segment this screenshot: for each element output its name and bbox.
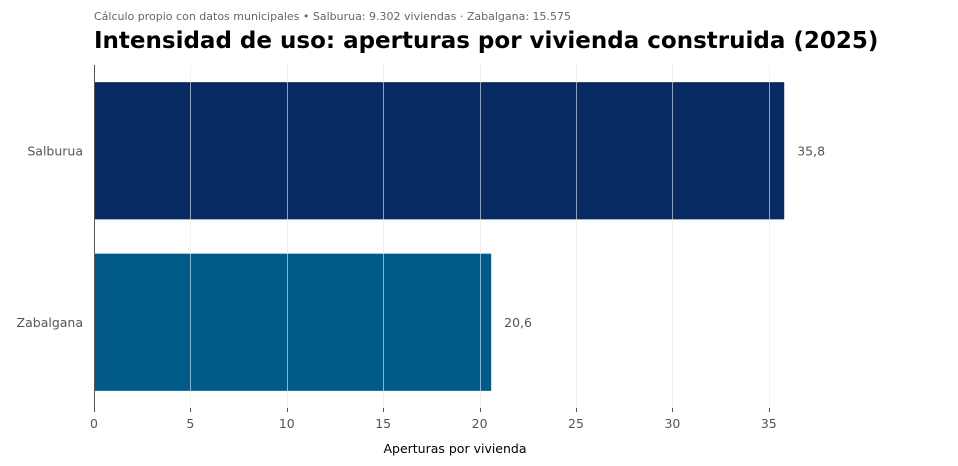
x-tick-label: 5 (186, 416, 194, 431)
value-labels: 35,8 20,6 (504, 143, 825, 330)
x-tick-label: 20 (472, 416, 488, 431)
chart-subtitle: Cálculo propio con datos municipales • S… (94, 10, 571, 23)
value-label-zabalgana: 20,6 (504, 315, 532, 330)
chart-title: Intensidad de uso: aperturas por viviend… (94, 28, 878, 54)
x-tick-label: 35 (761, 416, 777, 431)
x-tick-label: 15 (375, 416, 391, 431)
x-tick-label: 30 (664, 416, 680, 431)
x-axis-ticks: 0 5 10 15 20 25 30 35 (90, 408, 777, 431)
x-tick-label: 10 (279, 416, 295, 431)
gridlines-over-bars (190, 65, 770, 408)
bar-zabalgana (94, 253, 492, 391)
x-tick-label: 25 (568, 416, 584, 431)
x-tick-label: 0 (90, 416, 98, 431)
category-label-zabalgana: Zabalgana (17, 315, 83, 330)
bars (94, 82, 785, 391)
value-label-salburua: 35,8 (797, 143, 825, 158)
y-axis-categories: Salburua Zabalgana (17, 143, 83, 330)
category-label-salburua: Salburua (27, 143, 83, 158)
bar-salburua (94, 82, 785, 220)
x-axis-title: Aperturas por vivienda (383, 441, 526, 456)
